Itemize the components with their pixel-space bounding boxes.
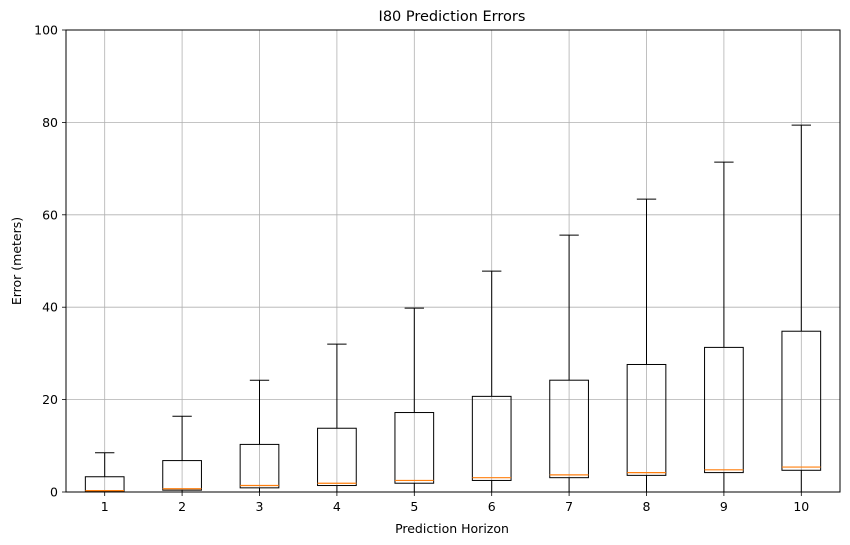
y-tick-label: 20 [42,392,58,407]
box-body [781,330,822,471]
box-body [626,363,667,476]
x-tick-label: 3 [256,499,264,514]
boxes-layer [84,124,822,493]
x-tick-label: 8 [643,499,651,514]
x-tick-label: 10 [793,499,809,514]
chart-title: I80 Prediction Errors [379,9,526,25]
x-axis-ticks: 1 2 3 4 5 6 7 8 9 10 [101,492,809,514]
y-tick-label: 60 [42,207,58,222]
x-tick-label: 1 [101,499,109,514]
box-body [239,443,280,489]
x-tick-label: 6 [488,499,496,514]
box-body [704,346,744,474]
x-tick-label: 9 [720,499,728,514]
box-6 [471,270,512,493]
box-body [317,427,357,487]
box-body [394,412,435,484]
x-tick-label: 2 [178,499,186,514]
y-tick-label: 40 [42,300,58,315]
box-body [549,379,589,479]
y-axis-label: Error (meters) [9,217,24,305]
x-axis-label: Prediction Horizon [395,521,509,536]
y-tick-label: 100 [34,23,58,38]
y-tick-label: 80 [42,115,58,130]
plot-frame [65,29,841,493]
box-7 [549,234,589,493]
x-tick-label: 7 [565,499,573,514]
box-body [471,395,512,481]
y-tick-label: 0 [50,485,58,500]
x-tick-label: 5 [410,499,418,514]
y-axis-ticks: 0 20 40 60 80 100 [34,23,66,500]
box-body [162,460,202,491]
x-tick-label: 4 [333,499,341,514]
